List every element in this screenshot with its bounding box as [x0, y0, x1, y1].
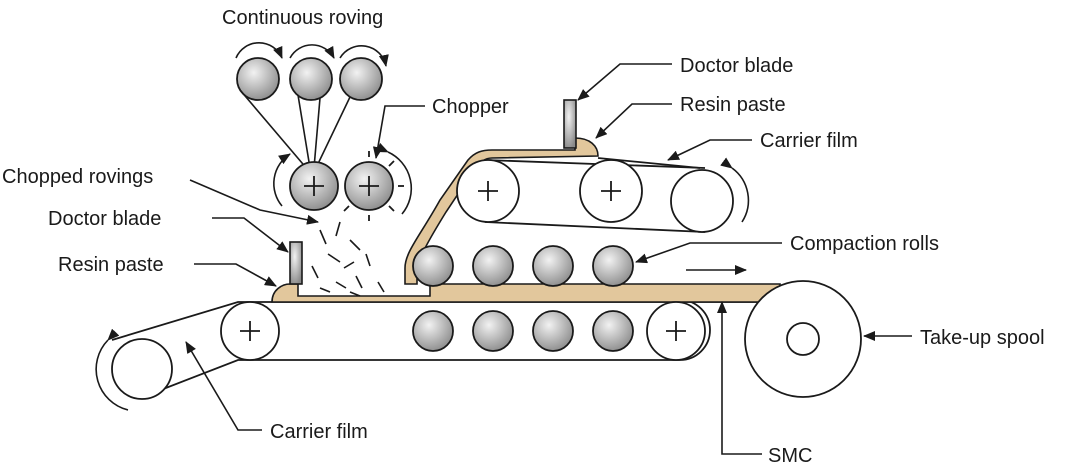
label-carrier-film-top: Carrier film — [760, 130, 858, 152]
take-up-spool — [744, 280, 862, 398]
label-compaction-rolls: Compaction rolls — [790, 233, 939, 255]
chopper-rolls — [273, 142, 413, 221]
label-chopped-rovings: Chopped rovings — [2, 166, 153, 188]
compaction-rolls-upper — [412, 245, 634, 287]
top-carrier-paste-layer — [404, 137, 599, 285]
upper-rotation-arrow — [720, 157, 750, 223]
label-doctor-blade-left: Doctor blade — [48, 208, 161, 230]
doctor-blade-left — [289, 241, 303, 285]
doctor-blade-top — [563, 99, 577, 149]
label-doctor-blade-top: Doctor blade — [680, 55, 793, 77]
label-chopper: Chopper — [432, 96, 509, 118]
label-carrier-film-bottom: Carrier film — [270, 421, 368, 443]
upper-belt-roll-3 — [670, 169, 734, 233]
label-take-up-spool: Take-up spool — [920, 327, 1045, 349]
label-resin-paste-left: Resin paste — [58, 254, 164, 276]
roving-spools — [235, 42, 389, 171]
smc-sheet — [271, 283, 781, 303]
label-continuous-roving: Continuous roving — [222, 7, 383, 29]
lower-belt-roll-right — [646, 301, 706, 361]
label-resin-paste-top: Resin paste — [680, 94, 786, 116]
chopped-fibers — [311, 221, 385, 297]
upper-belt-roll-2 — [579, 159, 643, 223]
leader-lines — [185, 63, 912, 455]
label-smc: SMC — [768, 445, 812, 467]
carrier-film-feed-roll — [95, 328, 173, 411]
compaction-rolls-lower — [412, 310, 634, 352]
upper-belt-roll-1 — [456, 159, 520, 223]
lower-belt-roll-left — [220, 301, 280, 361]
